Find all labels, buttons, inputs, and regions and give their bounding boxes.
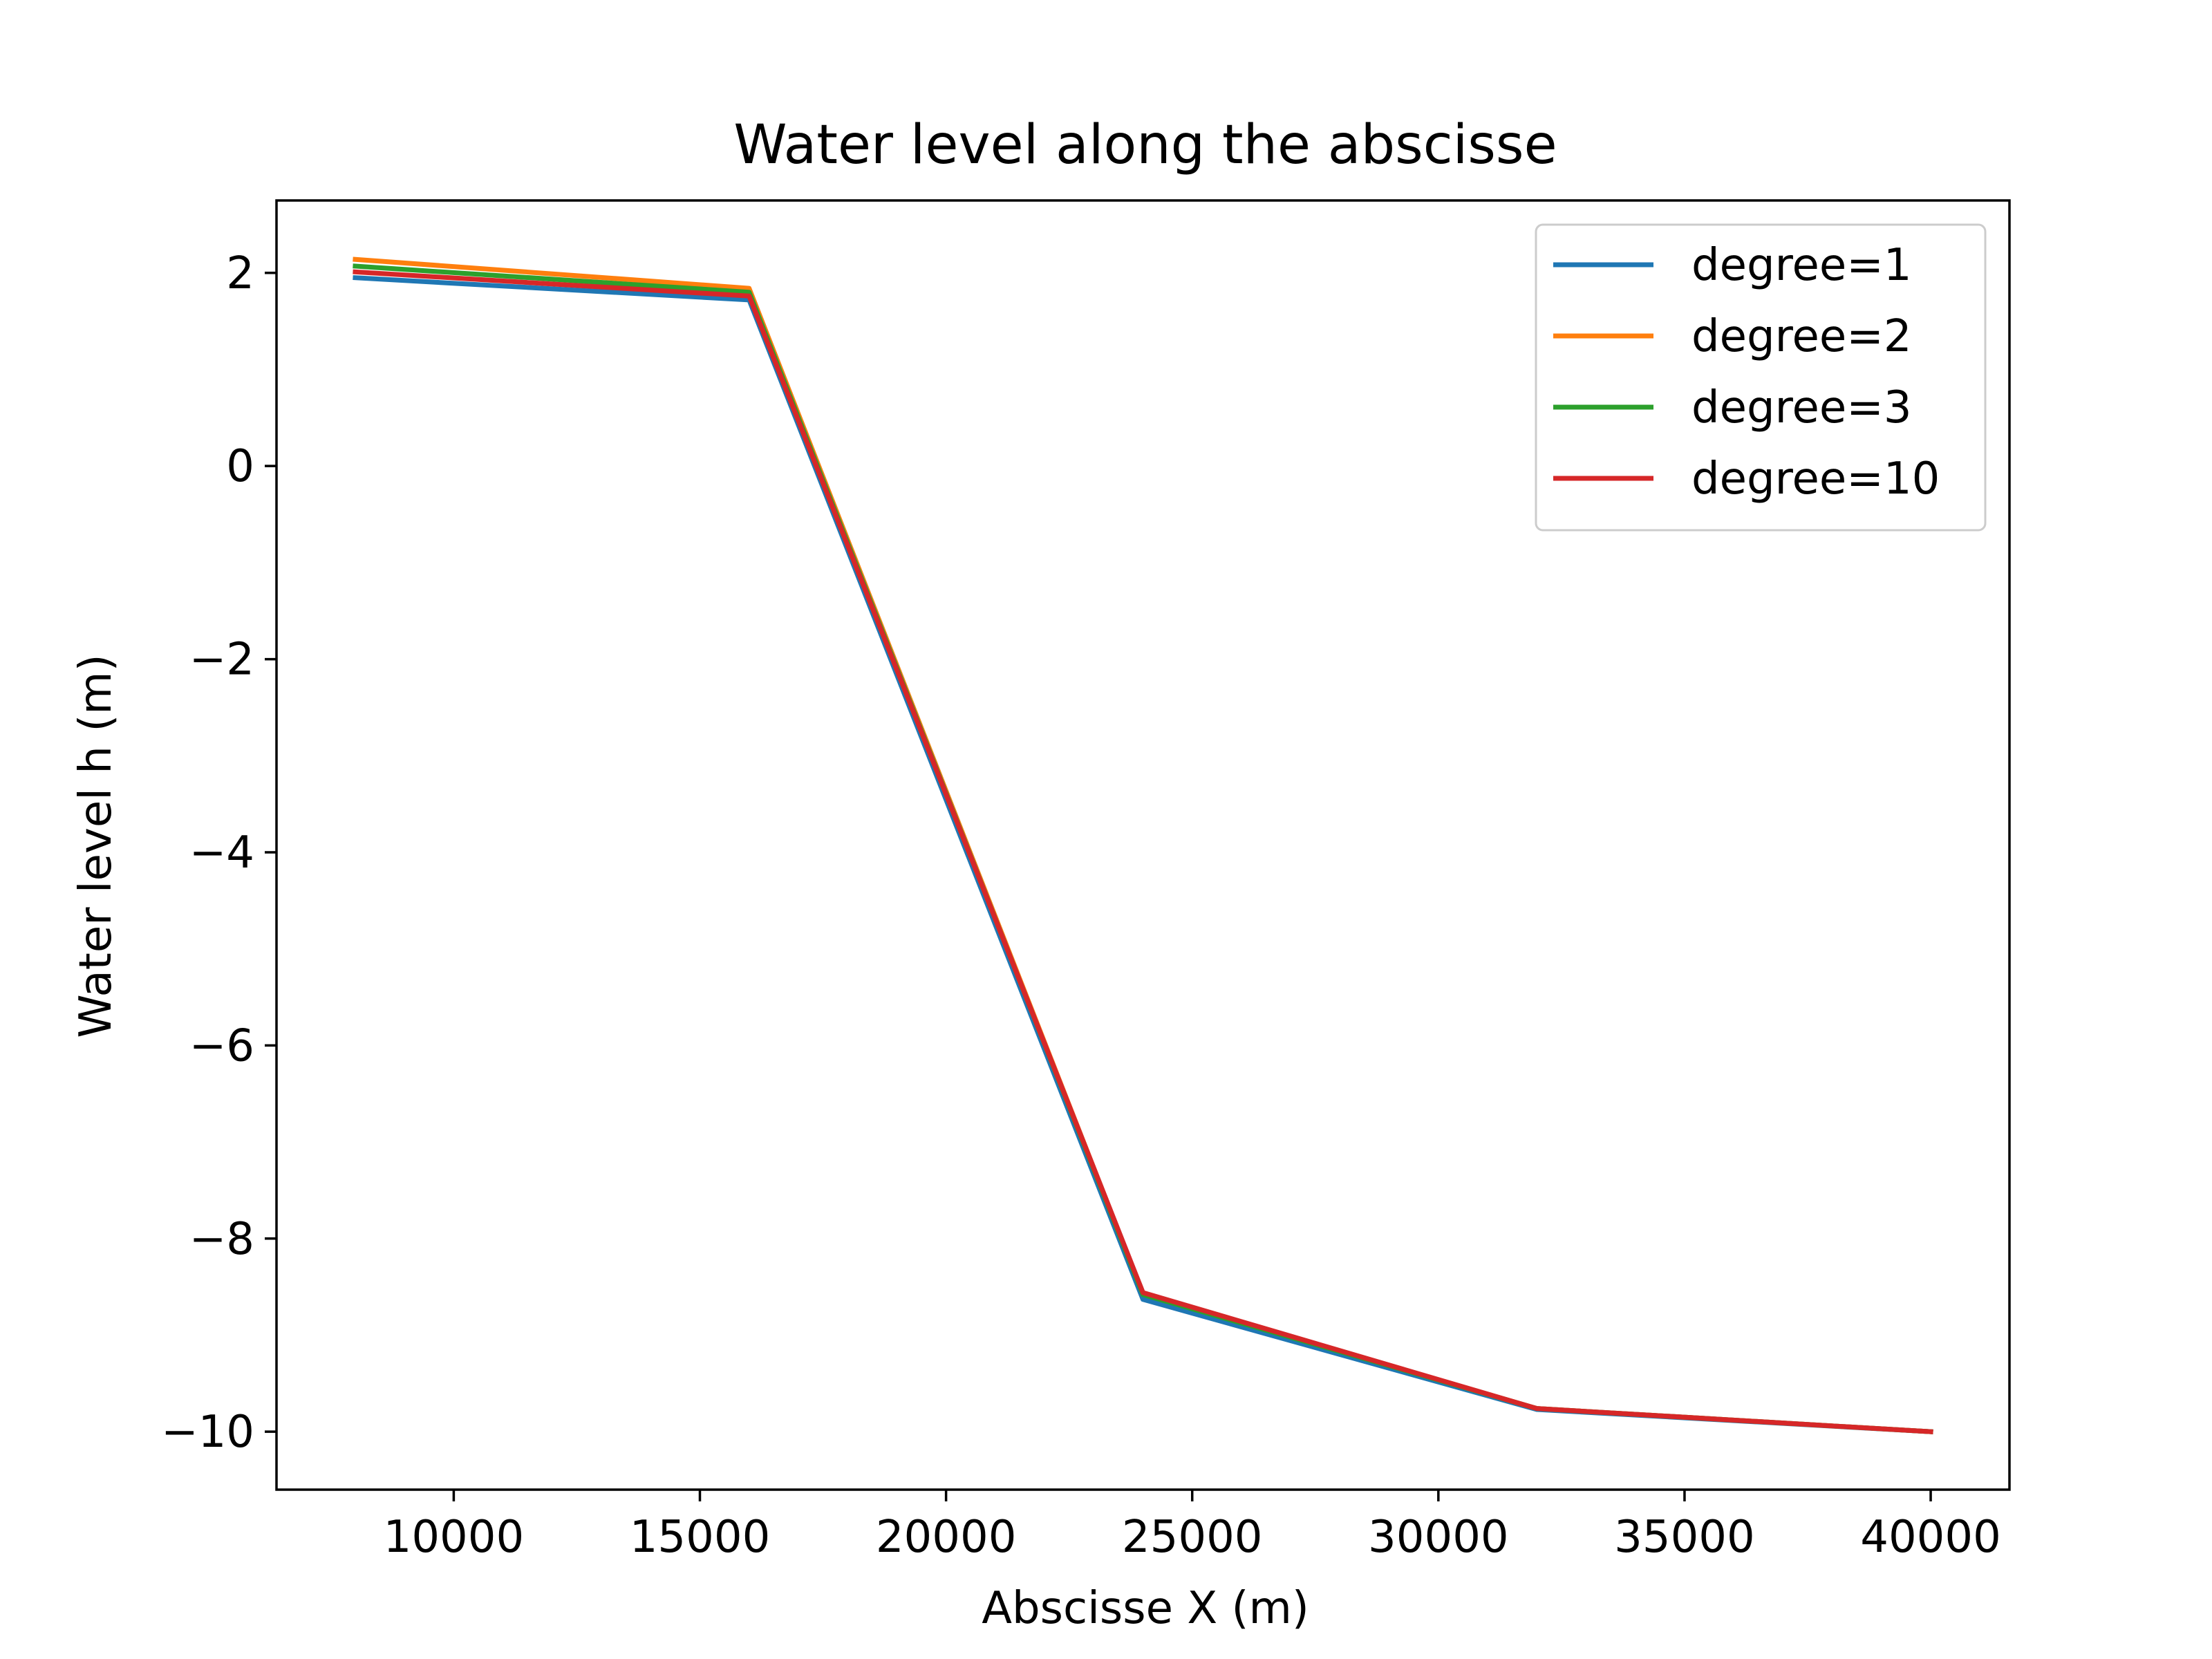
x-tick-label: 35000 bbox=[1614, 1512, 1755, 1563]
chart-title: Water level along the abscisse bbox=[733, 114, 1557, 176]
legend-label: degree=10 bbox=[1691, 453, 1940, 505]
y-tick-label: −2 bbox=[189, 635, 254, 686]
x-tick-label: 30000 bbox=[1368, 1512, 1509, 1563]
legend-label: degree=3 bbox=[1691, 382, 1912, 433]
x-tick-label: 20000 bbox=[876, 1512, 1017, 1563]
y-tick-label: −8 bbox=[189, 1214, 254, 1265]
series-line-degree-10 bbox=[353, 269, 1933, 1434]
x-tick-label: 15000 bbox=[630, 1512, 771, 1563]
y-tick-label: 2 bbox=[226, 248, 254, 299]
x-tick-label: 25000 bbox=[1122, 1512, 1263, 1563]
y-tick-label: −10 bbox=[161, 1407, 254, 1458]
plot-area: 10000 15000 20000 25000 30000 35000 40000 2 0 −2 −… bbox=[161, 199, 2011, 1563]
y-axis-label: Water level h (m) bbox=[71, 654, 122, 1038]
y-tick-label: −6 bbox=[189, 1020, 254, 1071]
x-tick-label: 10000 bbox=[384, 1512, 525, 1563]
legend-label: degree=2 bbox=[1691, 311, 1912, 362]
legend: degree=1 degree=2 degree=3 degree=10 bbox=[1535, 223, 1987, 532]
x-tick-label: 40000 bbox=[1860, 1512, 2001, 1563]
x-axis-label: Abscisse X (m) bbox=[982, 1583, 1309, 1634]
legend-label: degree=1 bbox=[1691, 240, 1912, 291]
y-tick-label: 0 bbox=[226, 441, 254, 492]
y-tick-label: −4 bbox=[189, 827, 254, 879]
legend-box bbox=[1535, 223, 1987, 532]
